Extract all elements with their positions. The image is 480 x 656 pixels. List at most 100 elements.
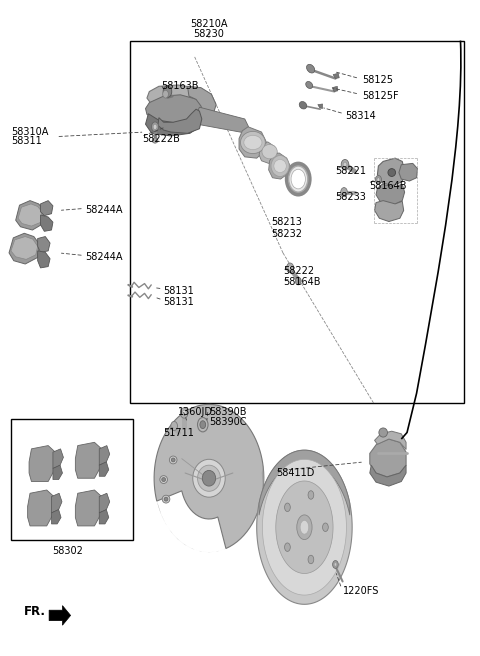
Bar [11,419,132,541]
Text: 58232: 58232 [271,229,302,239]
Polygon shape [99,510,109,524]
Polygon shape [40,201,53,216]
Polygon shape [145,95,202,124]
Polygon shape [99,445,110,465]
Polygon shape [145,113,201,136]
Text: 58222B: 58222B [142,134,180,144]
Text: 51711: 51711 [164,428,194,438]
Ellipse shape [343,162,347,167]
Ellipse shape [153,124,157,129]
Polygon shape [263,459,347,595]
Ellipse shape [171,458,175,462]
Ellipse shape [200,420,205,428]
Ellipse shape [341,188,348,197]
Ellipse shape [306,81,312,89]
Polygon shape [53,465,62,480]
Ellipse shape [171,421,178,430]
Polygon shape [188,87,216,115]
Polygon shape [158,109,202,133]
Text: 58314: 58314 [345,111,376,121]
Ellipse shape [323,523,328,531]
Ellipse shape [291,169,305,189]
Text: 58163B: 58163B [161,81,199,91]
Ellipse shape [334,563,336,566]
Ellipse shape [162,478,166,482]
Ellipse shape [308,491,314,499]
Text: 58125F: 58125F [362,91,398,101]
Polygon shape [318,104,323,108]
Ellipse shape [297,515,312,540]
Text: 58164B: 58164B [369,180,407,191]
Polygon shape [18,204,42,226]
Polygon shape [374,201,404,222]
Polygon shape [28,490,54,526]
Ellipse shape [182,410,186,415]
Ellipse shape [169,456,177,464]
Ellipse shape [274,159,286,173]
Ellipse shape [244,135,262,150]
Polygon shape [269,153,290,179]
Ellipse shape [341,159,349,170]
Polygon shape [9,234,39,264]
Ellipse shape [285,503,290,512]
Ellipse shape [375,175,382,184]
Ellipse shape [307,64,315,73]
Ellipse shape [271,155,289,176]
Ellipse shape [180,407,188,418]
Polygon shape [333,73,339,79]
Polygon shape [16,201,44,230]
Ellipse shape [299,102,307,109]
Ellipse shape [287,263,294,273]
Text: 58221: 58221 [336,166,366,176]
Ellipse shape [164,497,168,501]
Text: 58131: 58131 [164,297,194,307]
Polygon shape [370,465,406,486]
Text: 58164B: 58164B [283,277,321,287]
Polygon shape [377,158,405,186]
Text: 58222: 58222 [283,266,314,276]
Text: 58311: 58311 [11,136,42,146]
Polygon shape [51,493,62,513]
Ellipse shape [288,266,292,270]
Polygon shape [332,87,338,92]
Text: 58131: 58131 [164,286,194,296]
Text: 58310A: 58310A [11,127,48,137]
Ellipse shape [300,520,309,534]
Text: 58390C: 58390C [209,417,247,427]
Ellipse shape [240,131,265,154]
Polygon shape [376,184,405,205]
Ellipse shape [162,495,170,503]
Polygon shape [239,127,266,158]
Ellipse shape [295,277,301,285]
Ellipse shape [152,122,158,132]
Polygon shape [75,442,102,478]
Polygon shape [37,237,50,252]
Polygon shape [99,462,109,476]
Polygon shape [154,404,264,548]
Ellipse shape [193,459,225,497]
Ellipse shape [163,91,168,98]
Polygon shape [99,493,110,513]
Polygon shape [75,490,102,526]
Text: 58233: 58233 [336,192,366,202]
Text: FR.: FR. [24,605,46,619]
Polygon shape [257,450,352,604]
Polygon shape [370,439,406,477]
Ellipse shape [262,144,277,159]
Polygon shape [29,445,55,482]
Text: 58210A: 58210A [190,19,228,30]
Ellipse shape [377,178,380,182]
Text: 58213: 58213 [271,217,302,227]
Ellipse shape [308,555,314,564]
Text: 58411D: 58411D [276,468,314,478]
Polygon shape [11,237,37,259]
Text: 58390B: 58390B [209,407,247,417]
Text: 58125: 58125 [362,75,393,85]
Ellipse shape [285,543,290,552]
Ellipse shape [379,428,387,437]
Polygon shape [37,251,50,268]
Ellipse shape [198,417,208,432]
Text: 58244A: 58244A [85,205,122,215]
Text: 1220FS: 1220FS [343,586,379,596]
Polygon shape [53,449,63,468]
